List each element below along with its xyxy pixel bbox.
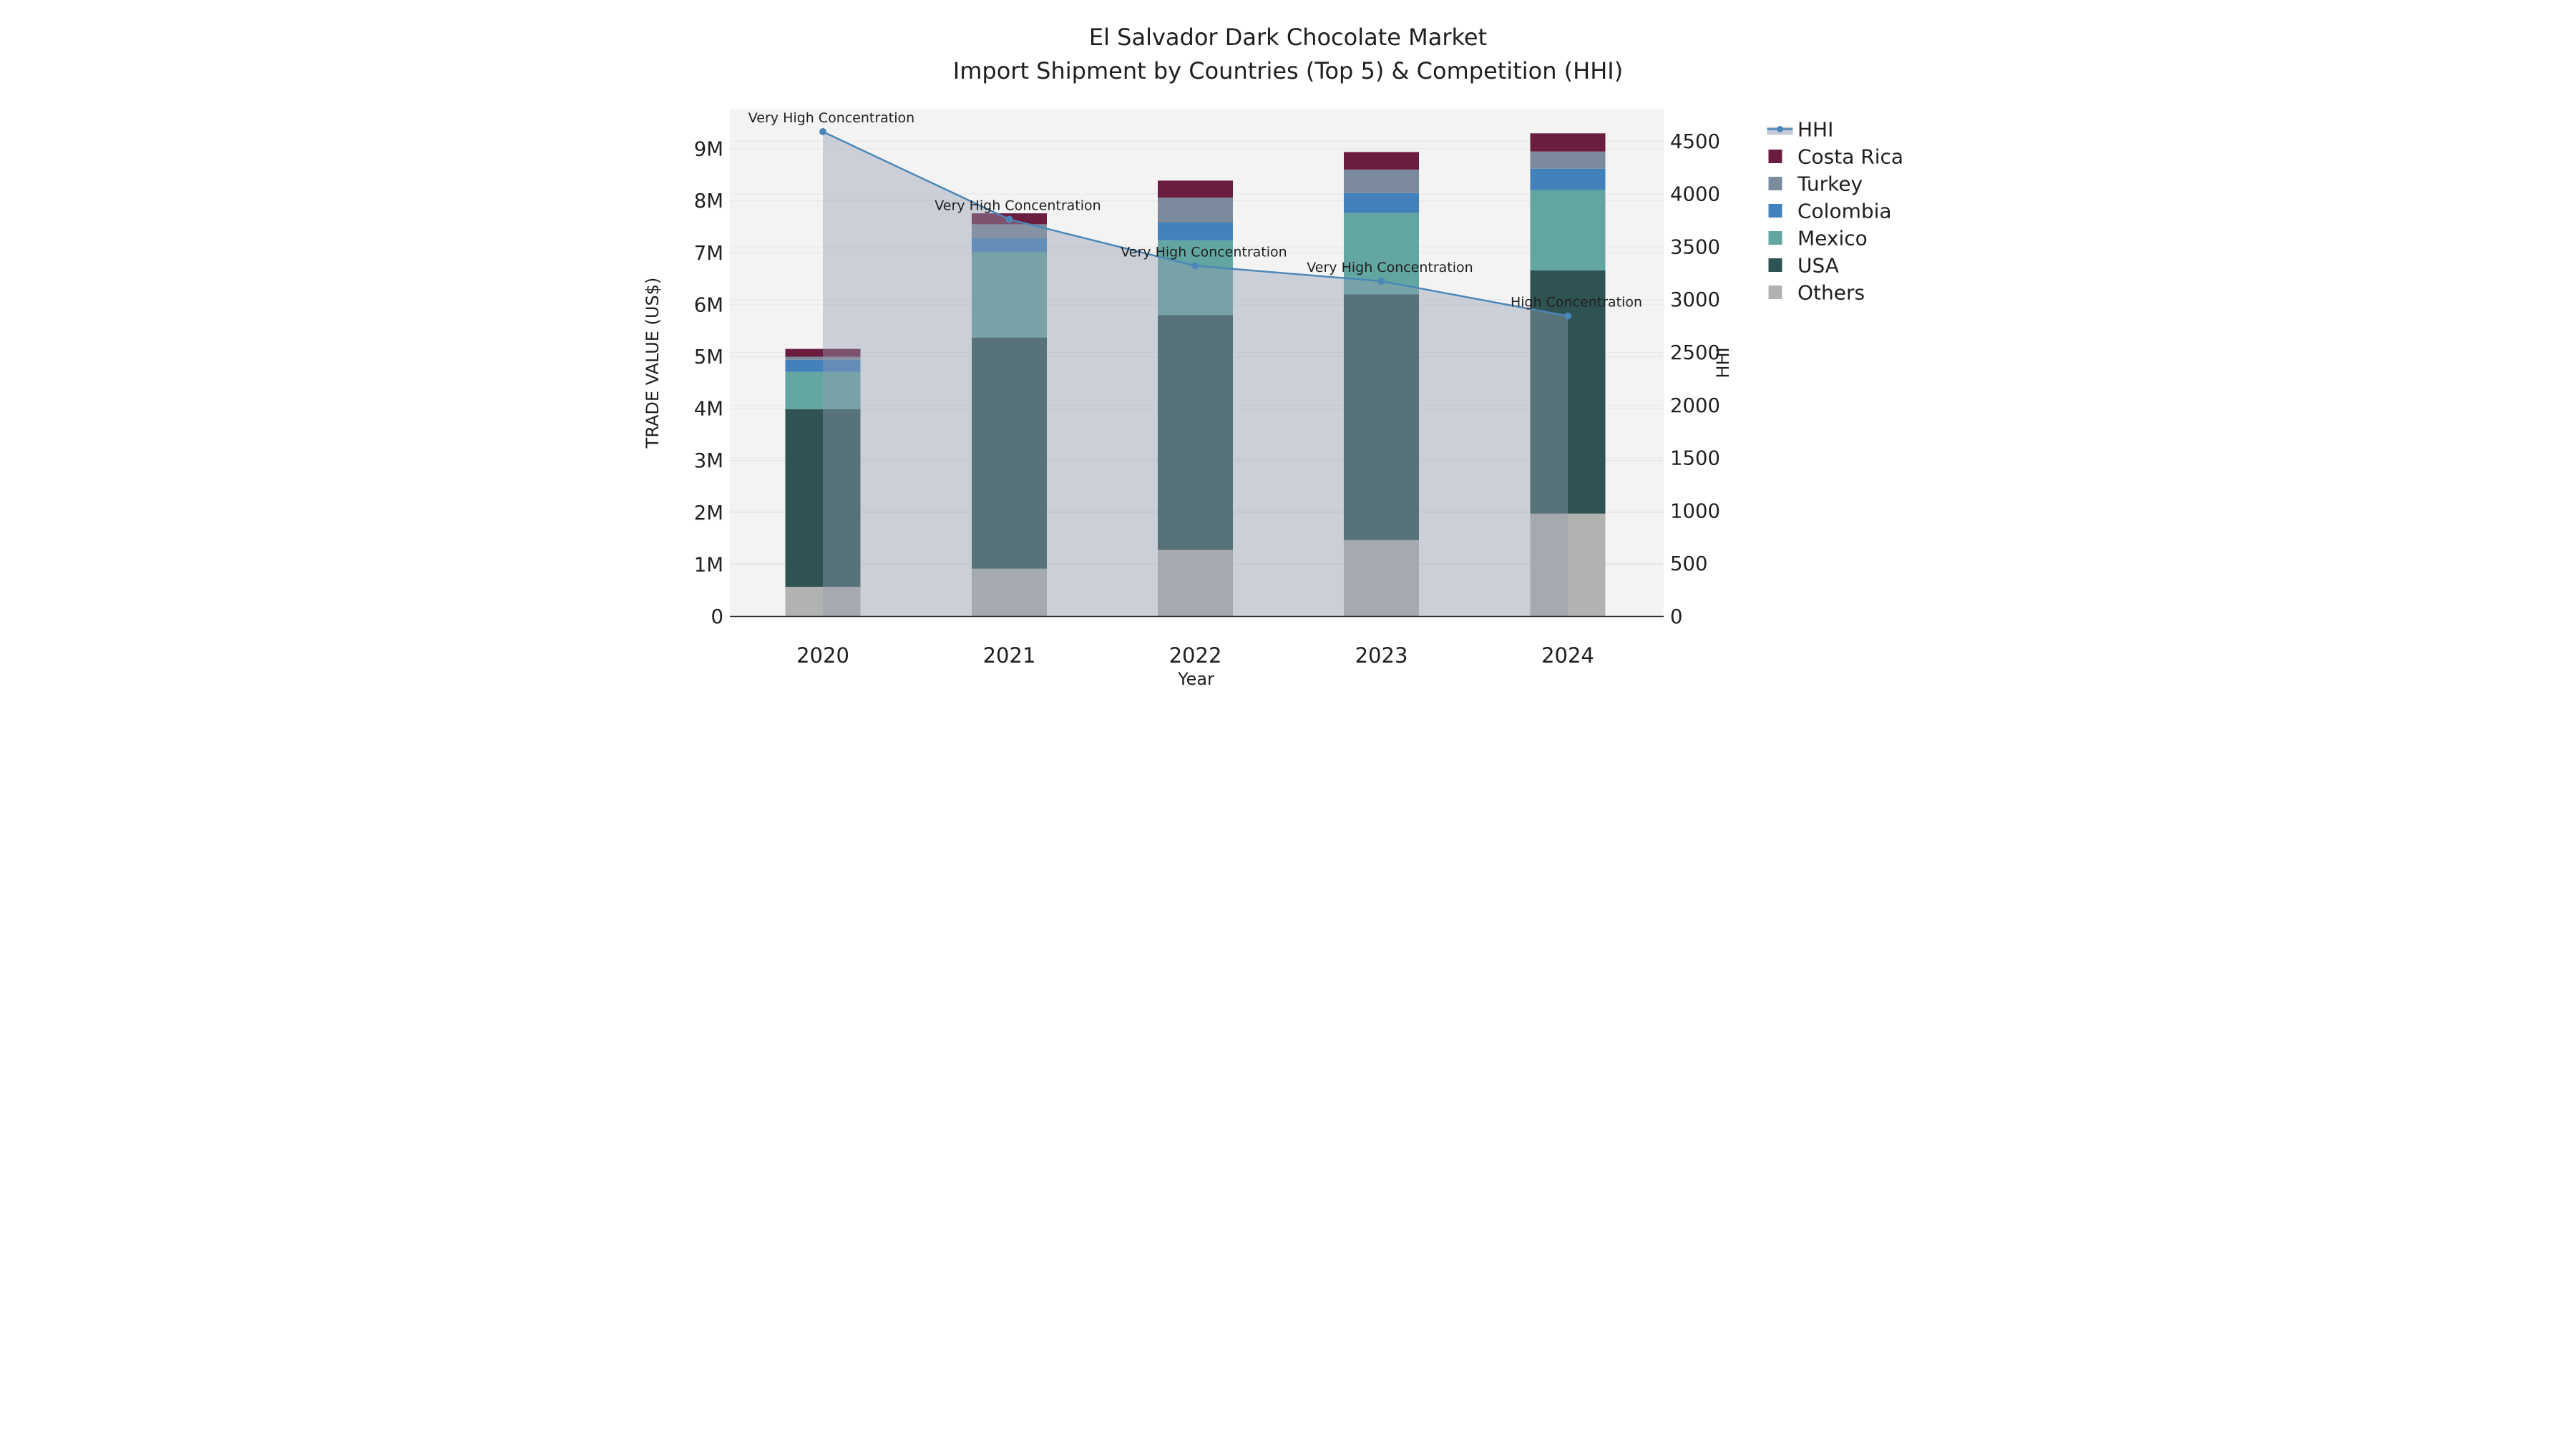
hhi-area-fill [823, 132, 1568, 617]
legend-swatch-turkey-icon [1768, 177, 1782, 190]
legend-swatch-usa-icon [1768, 258, 1782, 272]
bar-segment-costa-rica-2023 [1344, 152, 1419, 170]
annotation-2023: Very High Concentration [1307, 260, 1473, 275]
legend-swatch-colombia-icon [1768, 204, 1782, 218]
y-right-tick-label-3000: 3000 [1670, 288, 1720, 311]
bar-segment-colombia-2023 [1344, 192, 1419, 213]
bar-segment-costa-rica-2022 [1158, 180, 1233, 198]
hhi-marker-2023 [1377, 277, 1385, 285]
y-right-tick-label-4000: 4000 [1670, 183, 1720, 206]
y-right-tick-label-2000: 2000 [1670, 394, 1720, 417]
bar-segment-costa-rica-2020 [785, 348, 861, 357]
bar-segment-others-2024 [1530, 513, 1606, 617]
bar-segment-turkey-2023 [1344, 170, 1419, 193]
el-salvador-dark-chocolate-import-hhi-chart: Very High Concentration Very High Concent… [644, 0, 1932, 725]
bar-segment-colombia-2020 [785, 359, 861, 372]
x-tick-label-2024: 2024 [1541, 643, 1594, 668]
bar-segment-usa-2023 [1344, 294, 1419, 540]
bar-segment-others-2023 [1344, 540, 1419, 617]
legend-label-others: Others [1797, 281, 1865, 305]
bar-segment-others-2020 [785, 587, 861, 617]
x-axis-title: Year [1177, 669, 1214, 689]
bar-segment-colombia-2022 [1158, 222, 1233, 240]
y-right-tick-label-2500: 2500 [1670, 341, 1720, 364]
y-right-tick-label-0: 0 [1670, 605, 1683, 628]
legend-label-turkey: Turkey [1797, 172, 1863, 196]
x-tick-label-2021: 2021 [983, 643, 1036, 668]
chart-figure: Very High Concentration Very High Concent… [644, 0, 1932, 725]
y-right-tick-label-4500: 4500 [1670, 130, 1720, 153]
bar-segment-others-2021 [972, 568, 1047, 617]
y-right-tick-label-500: 500 [1670, 552, 1708, 575]
hhi-marker-2022 [1191, 262, 1199, 270]
y-left-tick-label-6M: 6M [694, 293, 723, 316]
y-right-tick-label-1000: 1000 [1670, 499, 1720, 522]
legend-hhi-marker-icon [1777, 126, 1783, 132]
annotation-2020: Very High Concentration [748, 110, 914, 126]
legend-label-hhi: HHI [1797, 118, 1833, 142]
bar-segment-mexico-2024 [1530, 190, 1606, 270]
legend-label-colombia: Colombia [1797, 200, 1892, 223]
y-right-tick-label-1500: 1500 [1670, 447, 1720, 470]
bar-segment-colombia-2024 [1530, 168, 1606, 190]
y-left-tick-label-1M: 1M [694, 553, 723, 576]
chart-title-line2: Import Shipment by Countries (Top 5) & C… [953, 57, 1623, 84]
x-tick-label-2023: 2023 [1355, 643, 1408, 668]
y-left-tick-label-0: 0 [711, 605, 724, 628]
bar-segment-usa-2021 [972, 337, 1047, 569]
y-axis-title-left: TRADE VALUE (US$) [644, 278, 663, 449]
bar-segment-colombia-2021 [972, 238, 1047, 253]
bar-segment-others-2022 [1158, 550, 1233, 617]
hhi-marker-2021 [1005, 215, 1013, 223]
y-left-tick-label-9M: 9M [694, 138, 723, 161]
y-left-tick-label-4M: 4M [694, 398, 723, 421]
bar-segment-mexico-2022 [1158, 240, 1233, 316]
legend-label-costa-rica: Costa Rica [1797, 145, 1903, 169]
x-tick-label-2022: 2022 [1169, 643, 1222, 668]
hhi-marker-2024 [1564, 312, 1571, 320]
y-left-tick-label-3M: 3M [694, 449, 723, 472]
legend-swatch-mexico-icon [1768, 231, 1782, 245]
bar-segment-turkey-2024 [1530, 151, 1606, 169]
bar-segment-costa-rica-2024 [1530, 133, 1606, 152]
y-left-tick-label-2M: 2M [694, 502, 723, 525]
y-right-tick-label-3500: 3500 [1670, 235, 1720, 258]
bar-segment-turkey-2020 [785, 356, 861, 360]
x-tick-label-2020: 2020 [796, 643, 849, 668]
bar-segment-turkey-2022 [1158, 197, 1233, 223]
chart-title-line1: El Salvador Dark Chocolate Market [1089, 24, 1487, 51]
legend-label-usa: USA [1797, 254, 1839, 278]
bar-segment-turkey-2021 [972, 224, 1047, 238]
bar-segment-mexico-2021 [972, 252, 1047, 338]
annotation-2021: Very High Concentration [935, 198, 1101, 214]
legend-label-mexico: Mexico [1797, 227, 1868, 250]
annotation-2024: High Concentration [1511, 295, 1642, 311]
hhi-marker-2020 [819, 128, 826, 136]
y-left-tick-label-5M: 5M [694, 346, 723, 369]
legend-swatch-others-icon [1768, 286, 1782, 299]
y-left-tick-label-7M: 7M [694, 242, 723, 265]
legend-swatch-costa-rica-icon [1768, 150, 1782, 163]
bar-segment-mexico-2020 [785, 371, 861, 409]
y-left-tick-label-8M: 8M [694, 190, 723, 213]
annotation-2022: Very High Concentration [1121, 244, 1287, 260]
bar-segment-usa-2020 [785, 409, 861, 587]
bar-segment-usa-2022 [1158, 315, 1233, 550]
y-axis-title-right: HHI [1713, 347, 1733, 378]
